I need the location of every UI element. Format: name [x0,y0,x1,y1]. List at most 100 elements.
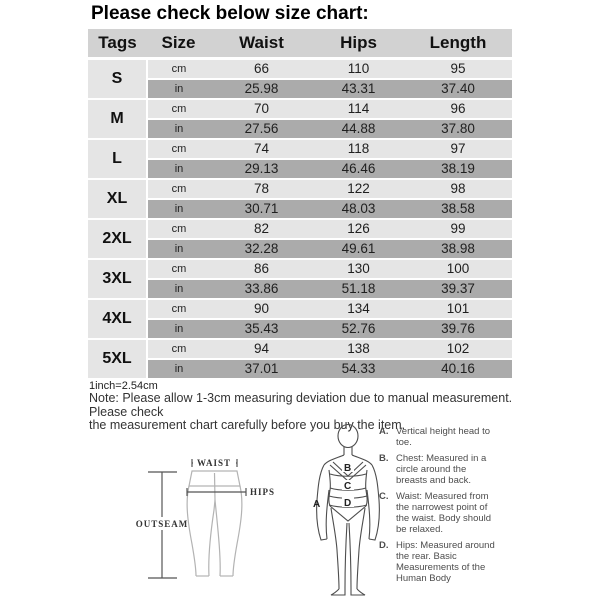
waist-value: 82 [210,219,313,240]
length-value: 97 [404,139,512,160]
marker-d: D [344,498,351,509]
measurement-note: Note: Please allow 1-3cm measuring devia… [89,391,519,433]
size-tag: M [88,99,148,140]
marker-c: C [344,481,351,492]
unit-label: cm [147,99,210,120]
unit-label: cm [147,259,210,280]
unit-label: in [147,279,210,300]
column-header-waist: Waist [210,29,313,60]
waist-value: 74 [210,139,313,160]
size-row-4xl-in: in 35.43 52.76 39.76 [88,319,512,340]
column-header-tags: Tags [88,29,147,60]
hips-value: 49.61 [313,239,404,260]
hips-value: 52.76 [313,319,404,340]
length-value: 38.58 [404,199,512,220]
size-row-2xl-in: in 32.28 49.61 38.98 [88,239,512,260]
hips-value: 134 [313,299,404,320]
size-row-s-in: in 25.98 43.31 37.40 [88,79,512,100]
size-row-xl-cm: XL cm 78 122 98 [88,179,512,220]
waist-value: 25.98 [210,79,313,100]
length-value: 100 [404,259,512,280]
marker-b-backing [342,462,354,472]
length-value: 38.19 [404,159,512,180]
waist-label-backing [193,457,236,468]
size-row-2xl-cm: 2XL cm 82 126 99 [88,219,512,260]
unit-label: cm [147,299,210,320]
size-tag: 5XL [88,339,148,380]
length-value: 95 [404,58,512,80]
unit-label: in [147,239,210,260]
length-value: 98 [404,179,512,200]
conversion-note: 1inch=2.54cm [89,380,158,392]
length-value: 96 [404,99,512,120]
waist-value: 35.43 [210,319,313,340]
page-title: Please check below size chart: [91,3,369,24]
size-tag: 3XL [88,259,148,300]
hips-value: 130 [313,259,404,280]
waist-value: 27.56 [210,119,313,140]
waist-value: 33.86 [210,279,313,300]
waist-value: 66 [210,58,313,80]
length-value: 99 [404,219,512,240]
hips-value: 43.31 [313,79,404,100]
size-row-l-in: in 29.13 46.46 38.19 [88,159,512,180]
legend-letter: A. [379,426,389,437]
waist-value: 94 [210,339,313,360]
length-value: 101 [404,299,512,320]
leggings-measure-lines [148,459,247,579]
unit-label: cm [147,339,210,360]
size-tag: 4XL [88,299,148,340]
size-tag: 2XL [88,219,148,260]
legend-letter: B. [379,453,389,464]
measurement-legend: A. Vertical height head to toe. B. Chest: M… [379,426,509,589]
hips-value: 44.88 [313,119,404,140]
column-header-length: Length [404,29,512,60]
hips-label: HIPS [250,487,275,497]
legend-item: C. Waist: Measured from the narrowest poi… [379,491,509,535]
length-value: 39.37 [404,279,512,300]
size-tag: XL [88,179,148,220]
size-row-5xl-cm: 5XL cm 94 138 102 [88,339,512,380]
body-figure-sketch [316,423,380,596]
waist-value: 86 [210,259,313,280]
header-row: Tags Size Waist Hips Length [88,29,512,60]
measurement-diagram: WAIST HIPS OUTSEAM [136,423,380,596]
size-tag: L [88,139,148,180]
legend-text: Chest: Measured in a circle around the b… [396,453,487,486]
marker-c-backing [342,480,354,490]
hips-value: 48.03 [313,199,404,220]
legend-text: Hips: Measured around the rear. Basic Me… [396,540,495,584]
legend-text: Waist: Measured from the narrowest point… [396,491,492,535]
waist-value: 78 [210,179,313,200]
hips-value: 126 [313,219,404,240]
legend-letter: D. [379,540,389,551]
size-row-4xl-cm: 4XL cm 90 134 101 [88,299,512,340]
size-row-5xl-in: in 37.01 54.33 40.16 [88,359,512,380]
size-row-3xl-in: in 33.86 51.18 39.37 [88,279,512,300]
size-tag: S [88,58,148,100]
hips-value: 122 [313,179,404,200]
unit-label: in [147,199,210,220]
measurement-note-line1: Note: Please allow 1-3cm measuring devia… [89,391,513,419]
hips-value: 46.46 [313,159,404,180]
size-row-m-in: in 27.56 44.88 37.80 [88,119,512,140]
hips-value: 114 [313,99,404,120]
length-value: 102 [404,339,512,360]
legend-text: Vertical height head to toe. [396,426,491,448]
measurement-note-line2: the measurement chart carefully before y… [89,418,406,432]
legend-letter: C. [379,491,389,502]
unit-label: cm [147,139,210,160]
column-header-hips: Hips [313,29,404,60]
unit-label: cm [147,219,210,240]
length-value: 38.98 [404,239,512,260]
length-value: 39.76 [404,319,512,340]
legend-item: B. Chest: Measured in a circle around the… [379,453,509,486]
unit-label: in [147,79,210,100]
waist-label: WAIST [197,458,231,468]
waist-value: 30.71 [210,199,313,220]
